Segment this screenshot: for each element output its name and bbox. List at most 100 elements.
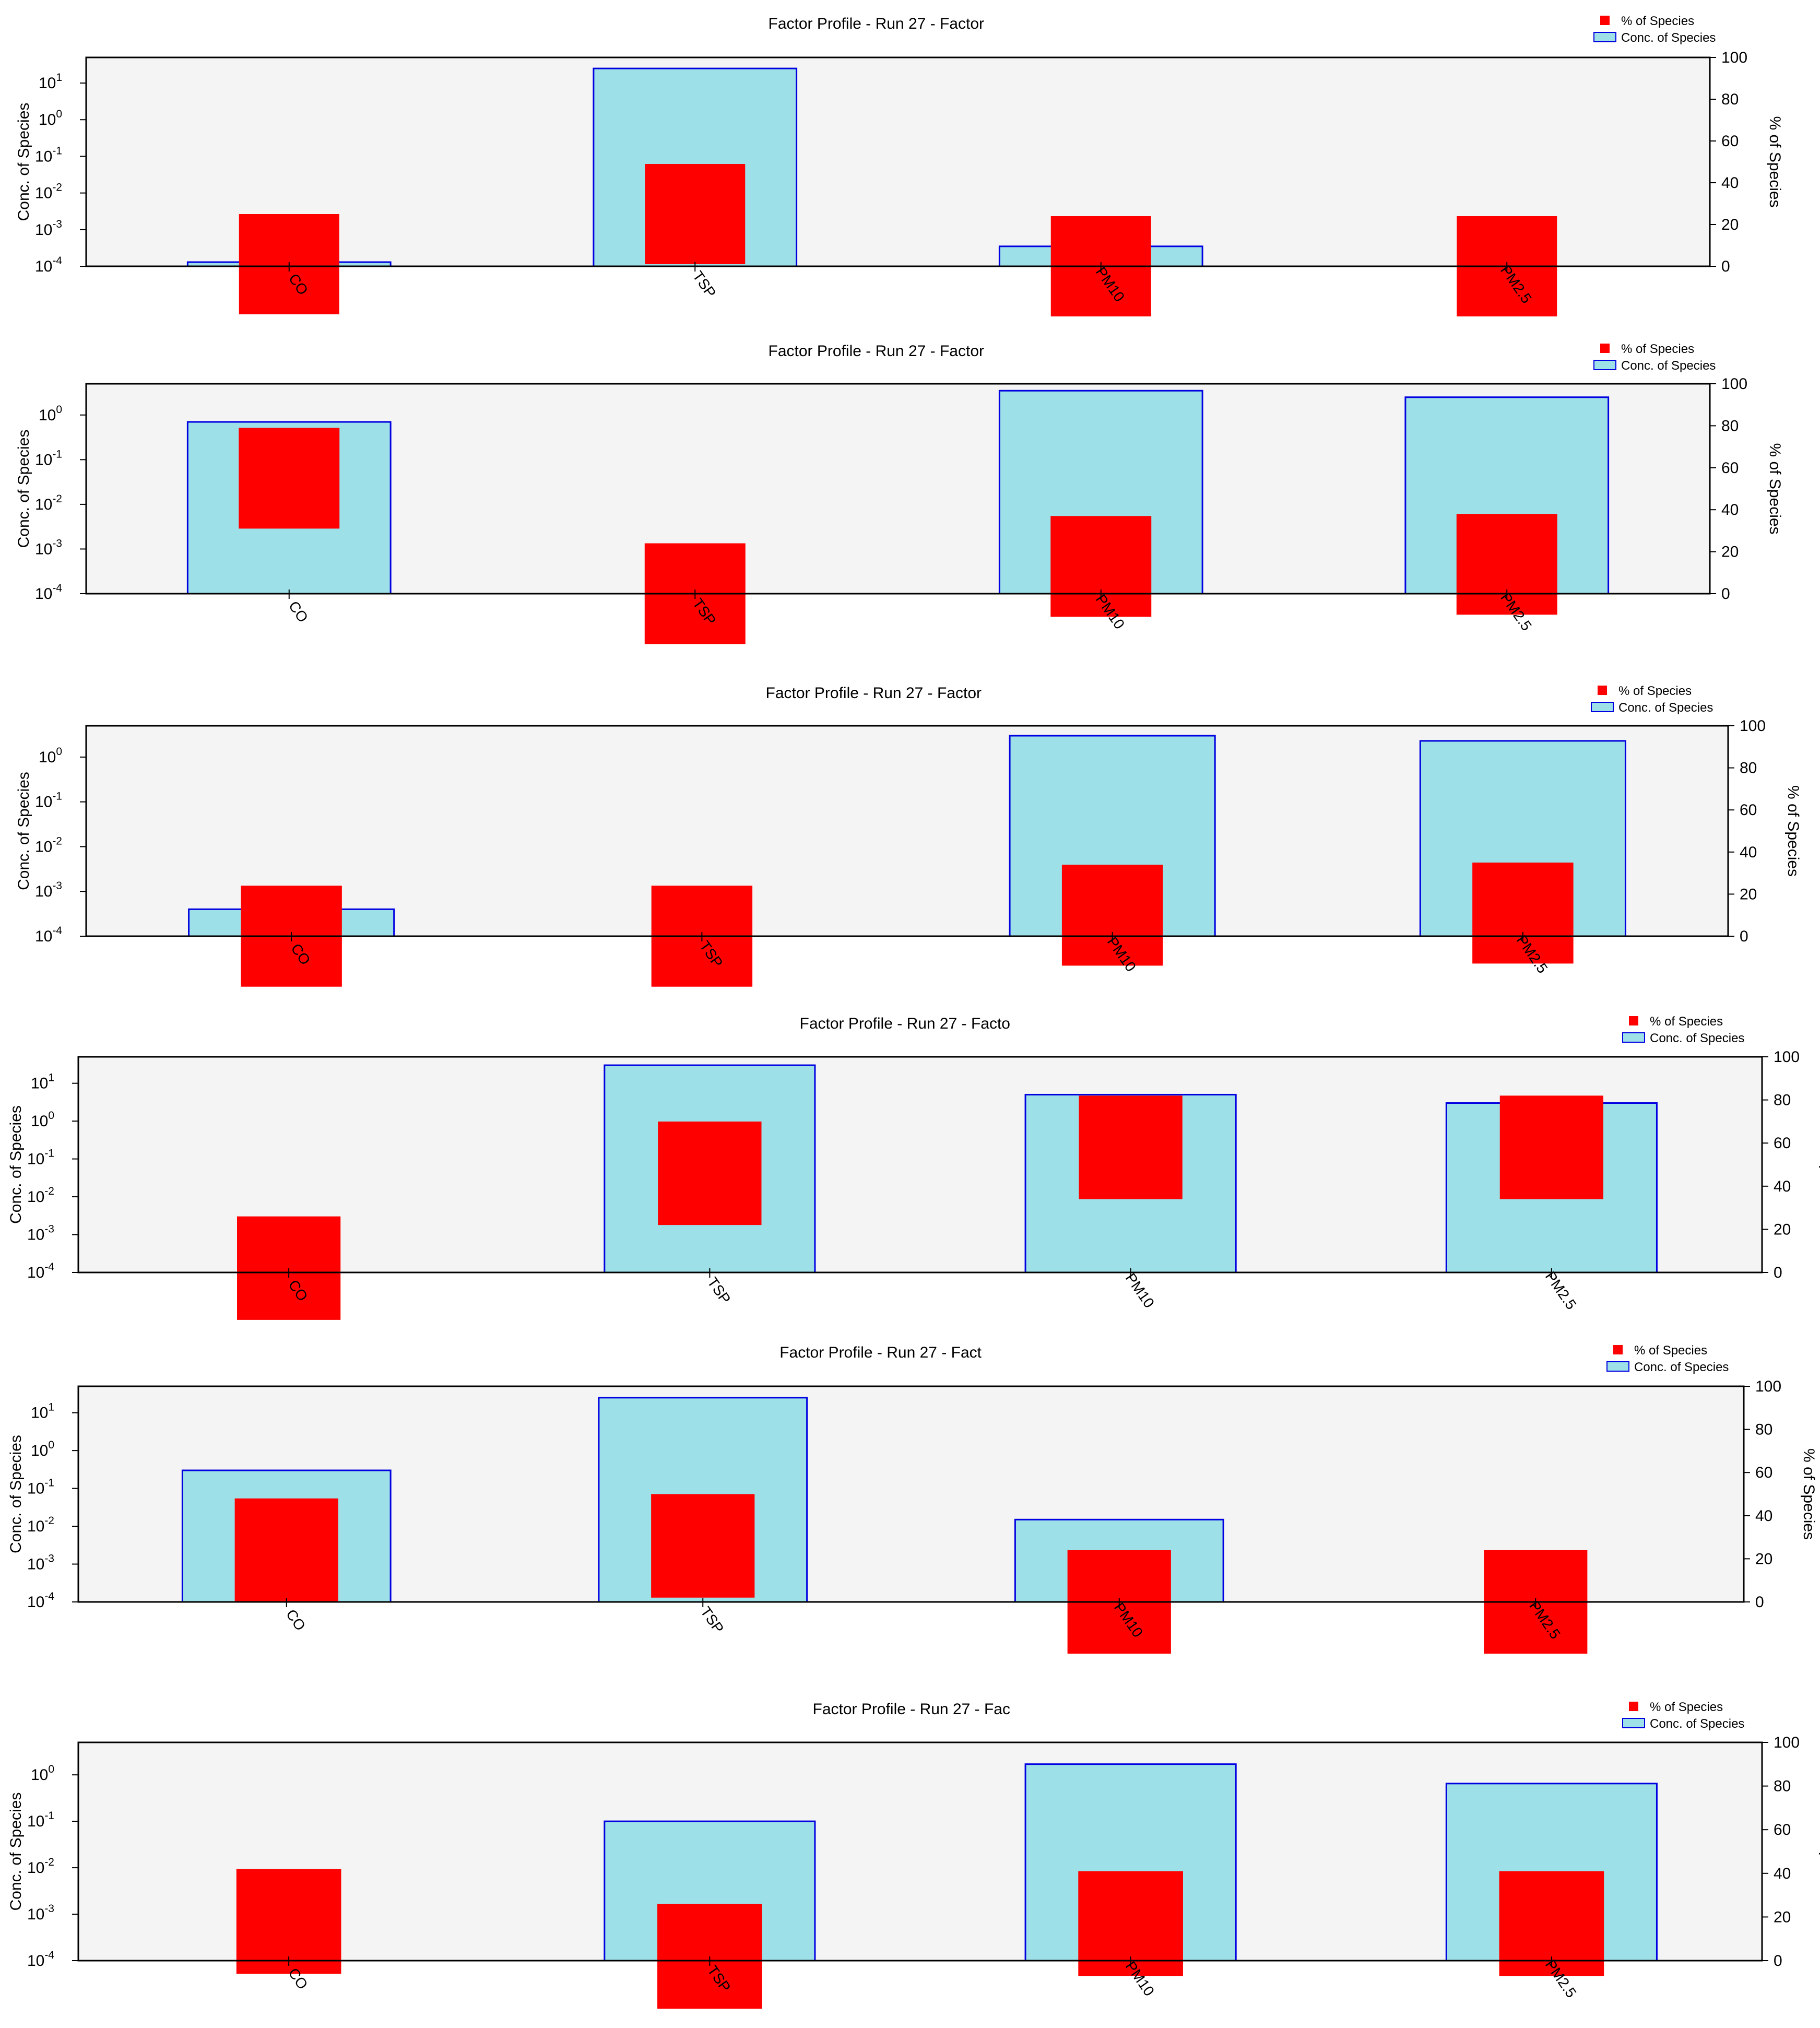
chart-title: Factor Profile - Run 27 - Factor — [769, 15, 984, 32]
y2-tick-label: 60 — [1721, 459, 1739, 477]
marker-pct-co — [237, 1216, 341, 1320]
y2-axis-title: % of Species — [1766, 116, 1783, 207]
y2-tick-label: 0 — [1774, 1952, 1782, 1970]
legend-swatch-conc — [1593, 32, 1616, 42]
y-tick-label: 10-3 — [35, 537, 62, 558]
y2-tick-label: 20 — [1774, 1221, 1791, 1238]
y-tick-label: 100 — [31, 1763, 54, 1784]
y2-tick-label: 0 — [1721, 258, 1730, 275]
chart-panel-2: Factor Profile - Run 27 - Factor % of Spe… — [15, 342, 1783, 644]
y-axis-title: Conc. of Species — [15, 103, 32, 221]
y-tick-label: 100 — [39, 746, 62, 766]
legend-label-conc: Conc. of Species — [1650, 1031, 1744, 1045]
y-tick-label: 10-4 — [27, 1949, 54, 1970]
y-tick-label: 10-1 — [27, 1810, 54, 1830]
y2-tick-label: 100 — [1774, 1734, 1800, 1751]
marker-pct-tsp — [645, 164, 746, 264]
marker-pct-tsp — [658, 1121, 762, 1225]
y2-axis-title: % of Species — [1784, 785, 1802, 877]
y-tick-label: 100 — [31, 1110, 54, 1130]
chart-panel-5: Factor Profile - Run 27 - Fact % of Speci… — [7, 1343, 1817, 1654]
y2-tick-label: 20 — [1755, 1550, 1772, 1567]
x-tick-label: CO — [283, 1606, 309, 1633]
y2-tick-label: 60 — [1774, 1821, 1791, 1838]
legend-swatch-conc — [1591, 702, 1614, 712]
legend-swatch-pct — [1613, 1345, 1623, 1354]
legend-swatch-conc — [1593, 360, 1616, 370]
y-tick-label: 10-2 — [35, 182, 62, 202]
y2-tick-label: 100 — [1774, 1048, 1800, 1066]
legend-label-conc: Conc. of Species — [1621, 31, 1716, 45]
y-axis-title: Conc. of Species — [7, 1105, 25, 1224]
legend-swatch-pct — [1598, 686, 1607, 695]
y2-tick-label: 0 — [1740, 928, 1748, 945]
chart-title: Factor Profile - Run 27 - Fac — [813, 1701, 1010, 1718]
marker-pct-pm10 — [1050, 516, 1152, 617]
chart-title: Factor Profile - Run 27 - Factor — [766, 685, 982, 702]
y-tick-label: 10-2 — [27, 1856, 54, 1877]
x-tick-label: TSP — [690, 268, 719, 300]
legend-swatch-conc — [1606, 1361, 1629, 1372]
y2-tick-label: 80 — [1774, 1778, 1791, 1795]
marker-pct-pm25 — [1472, 862, 1574, 964]
legend-label-pct: % of Species — [1621, 342, 1694, 356]
y-axis-title: Conc. of Species — [15, 430, 32, 548]
y2-axis-title: % of Species — [1818, 1806, 1820, 1897]
y-tick-label: 10-2 — [35, 835, 62, 855]
chart-panel-6: Factor Profile - Run 27 - Fac % of Specie… — [7, 1700, 1820, 2009]
y2-axis-title: % of Species — [1800, 1448, 1817, 1540]
marker-pct-tsp — [651, 1494, 755, 1598]
y2-tick-label: 20 — [1740, 886, 1757, 903]
y2-tick-label: 60 — [1774, 1135, 1791, 1152]
y-tick-label: 10-3 — [27, 1903, 54, 1923]
y2-tick-label: 0 — [1755, 1594, 1764, 1611]
y-tick-label: 10-2 — [27, 1185, 54, 1206]
legend-label-pct: % of Species — [1650, 1700, 1723, 1714]
y2-tick-label: 100 — [1755, 1378, 1781, 1395]
marker-pct-pm10 — [1061, 864, 1163, 966]
y-tick-label: 10-4 — [35, 582, 62, 603]
marker-pct-tsp — [657, 1904, 762, 2009]
y2-tick-label: 60 — [1721, 133, 1739, 150]
y2-tick-label: 60 — [1755, 1464, 1772, 1481]
y2-tick-label: 20 — [1721, 544, 1739, 561]
y2-tick-label: 60 — [1740, 801, 1757, 819]
x-tick-label: PM2.5 — [1542, 1269, 1580, 1313]
legend-label-pct: % of Species — [1618, 684, 1692, 698]
chart-panel-1: Factor Profile - Run 27 - Factor % of Spe… — [15, 14, 1783, 316]
y-axis-title: Conc. of Species — [7, 1793, 25, 1911]
marker-pct-co — [239, 428, 340, 529]
y-tick-label: 100 — [39, 404, 62, 424]
x-tick-label: PM10 — [1122, 1270, 1157, 1311]
y-tick-label: 10-3 — [27, 1553, 54, 1573]
marker-pct-co — [236, 1869, 341, 1974]
legend-swatch-pct — [1600, 344, 1610, 353]
y2-tick-label: 20 — [1721, 216, 1739, 233]
marker-pct-pm25 — [1499, 1095, 1603, 1199]
legend-label-pct: % of Species — [1621, 14, 1694, 28]
y-tick-label: 10-4 — [35, 255, 62, 275]
y-tick-label: 10-3 — [35, 880, 62, 900]
y2-tick-label: 80 — [1774, 1092, 1791, 1109]
y2-tick-label: 40 — [1721, 501, 1739, 518]
legend-label-conc: Conc. of Species — [1650, 1717, 1744, 1731]
y2-tick-label: 20 — [1774, 1908, 1791, 1926]
y2-tick-label: 80 — [1721, 91, 1739, 108]
y2-tick-label: 40 — [1721, 174, 1739, 192]
y-tick-label: 10-3 — [27, 1223, 54, 1244]
y2-tick-label: 0 — [1774, 1264, 1782, 1281]
y-tick-label: 10-4 — [35, 925, 62, 945]
y2-axis-title: % of Species — [1818, 1119, 1820, 1210]
y-tick-label: 10-4 — [27, 1261, 54, 1281]
y2-tick-label: 100 — [1721, 375, 1747, 393]
x-tick-label: CO — [286, 598, 311, 625]
y-tick-label: 101 — [39, 72, 62, 92]
y-axis-title: Conc. of Species — [15, 772, 32, 890]
y2-tick-label: 0 — [1721, 585, 1730, 603]
chart-title: Factor Profile - Run 27 - Facto — [800, 1015, 1010, 1032]
y-tick-label: 10-1 — [35, 145, 62, 165]
legend-label-pct: % of Species — [1634, 1343, 1707, 1358]
y-tick-label: 10-1 — [35, 448, 62, 468]
chart-title: Factor Profile - Run 27 - Fact — [779, 1344, 982, 1361]
x-tick-label: TSP — [704, 1274, 734, 1306]
